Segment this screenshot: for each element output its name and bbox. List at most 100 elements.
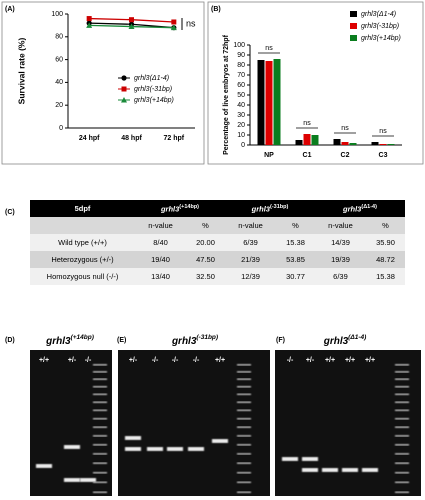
panel-frame [207, 1, 424, 165]
y-tick-label: 40 [55, 79, 63, 86]
ladder-band [93, 462, 107, 464]
subheader-cell: n-value [224, 217, 277, 234]
cell: 12/39 [224, 268, 277, 285]
gel-band [64, 478, 80, 482]
subheader-cell: % [366, 217, 405, 234]
allele: (+14bp) [179, 203, 200, 210]
panel-label: (E) [117, 337, 126, 344]
y-tick-label: 90 [237, 52, 245, 59]
table-header: grhl3(Δ1-4) [314, 200, 405, 217]
ladder-band [93, 371, 107, 373]
ladder-band [395, 409, 409, 412]
marker [129, 17, 134, 23]
gel-band [36, 464, 52, 468]
ladder-band [93, 471, 107, 474]
gene: grhl3 [323, 336, 349, 347]
ladder-band [395, 364, 409, 366]
y-tick-label: 80 [55, 34, 63, 41]
y-axis-label: Percentage of live embryos at 72hpf [223, 34, 230, 154]
ladder-band [93, 393, 107, 396]
subheader-cell: % [276, 217, 315, 234]
ladder-band [395, 462, 409, 464]
cell: 6/39 [224, 234, 277, 251]
y-tick-label: 20 [55, 102, 63, 109]
gel-band [342, 468, 358, 472]
x-tick-label: C1 [303, 152, 312, 159]
gel-title: grhl3(+14bp) [45, 334, 94, 347]
y-tick-label: 100 [51, 11, 63, 18]
lane-label: +/+ [215, 357, 225, 364]
cell: 15.38 [366, 268, 405, 285]
annotation: ns [265, 45, 273, 52]
table-header: grhl3(-31bp) [224, 200, 315, 217]
lane-label: +/- [129, 357, 138, 364]
annotation: ns [186, 18, 196, 28]
cell: 13/40 [135, 268, 187, 285]
legend-label: grhl3(Δ1-4) [361, 11, 396, 18]
ladder-band [395, 371, 409, 373]
marker [171, 19, 177, 25]
gel-band [188, 447, 204, 451]
gel-band [80, 478, 96, 482]
ladder-band [237, 426, 251, 428]
ladder-band [237, 481, 251, 484]
cell: 47.50 [186, 251, 225, 268]
gel-band [362, 468, 378, 472]
gene: grhl3 [171, 336, 197, 347]
cell: 32.50 [186, 268, 225, 285]
y-tick-label: 20 [237, 122, 245, 129]
ladder-band [93, 378, 107, 380]
bar [333, 139, 341, 145]
lane-label: +/+ [325, 357, 335, 364]
y-tick-label: 70 [237, 72, 245, 79]
ladder-band [237, 409, 251, 412]
ladder-band [93, 364, 107, 366]
ladder-band [93, 401, 107, 404]
table-header: 5dpf [30, 200, 135, 217]
bar [349, 143, 357, 145]
ladder-band [237, 378, 251, 380]
gel-band [167, 447, 183, 451]
subheader-cell: % [186, 217, 225, 234]
ladder-band [395, 453, 409, 455]
cell: Heterozygous (+/-) [30, 251, 135, 268]
gel-title: grhl3(Δ1-4) [323, 334, 367, 347]
ladder-band [93, 435, 107, 437]
table-row: Homozygous null (-/-) 13/40 32.50 12/39 30.7… [30, 268, 405, 285]
legend-label: grhl3(-31bp) [134, 86, 172, 93]
marker [170, 24, 177, 31]
cell: 8/40 [135, 234, 187, 251]
gel-band [302, 468, 318, 472]
lane-label: -/- [193, 357, 200, 364]
lane-label: +/- [68, 357, 77, 364]
bar [265, 61, 273, 145]
gel-band [125, 436, 141, 440]
ladder-band [395, 444, 409, 446]
cell: 14/39 [314, 234, 366, 251]
ladder-band [93, 385, 107, 388]
marker [86, 22, 93, 28]
ladder-band [237, 435, 251, 437]
ladder-band [237, 385, 251, 388]
panel-label: (A) [5, 6, 15, 13]
x-tick-label: 48 hpf [121, 135, 142, 142]
ladder-band [395, 481, 409, 484]
bar [273, 59, 281, 145]
gel [30, 350, 112, 496]
ladder-band [395, 393, 409, 396]
ladder-band [93, 444, 107, 446]
y-tick-label: 100 [233, 42, 245, 49]
cell: 19/40 [135, 251, 187, 268]
lane-label: +/+ [345, 357, 355, 364]
x-tick-label: 24 hpf [79, 135, 100, 142]
gel-band [302, 457, 318, 461]
allele: (-31bp) [196, 334, 218, 341]
ladder-band [237, 401, 251, 404]
cell: 15.38 [276, 234, 315, 251]
allele: (-31bp) [269, 203, 289, 210]
x-tick-label: C2 [341, 152, 350, 159]
lane-label: -/- [85, 357, 92, 364]
ladder-band [237, 371, 251, 373]
